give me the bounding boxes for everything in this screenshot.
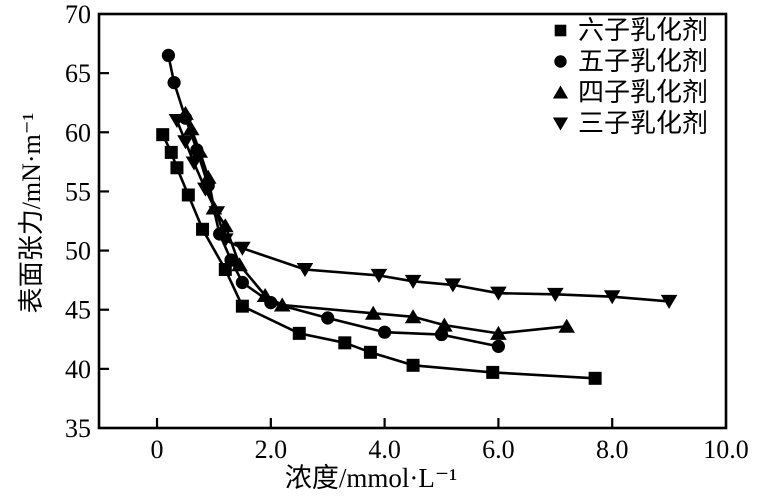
data-point-triangle-down xyxy=(208,206,226,221)
data-point-triangle-down xyxy=(177,135,194,150)
data-point-triangle-down xyxy=(296,262,314,277)
y-tick-label: 60 xyxy=(65,118,91,147)
data-point-triangle-up xyxy=(231,257,248,272)
legend-item-series-3: 四子乳化剂 xyxy=(551,77,708,108)
y-tick-label: 45 xyxy=(65,296,91,325)
triangle-down-marker-icon xyxy=(552,117,569,131)
data-point-triangle-up xyxy=(191,143,209,158)
legend-label: 三子乳化剂 xyxy=(578,109,709,138)
x-tick-label: 0 xyxy=(151,435,164,464)
series-line-triangle-down xyxy=(175,120,670,303)
x-tick-label: 2.0 xyxy=(255,435,288,464)
series-line-circle xyxy=(167,55,499,348)
data-point-triangle-down xyxy=(404,274,422,289)
y-tick-label: 40 xyxy=(65,355,91,384)
data-point-triangle-up xyxy=(256,288,274,303)
x-tick-label: 10.0 xyxy=(703,435,749,464)
x-tick-label: 8.0 xyxy=(596,435,629,464)
data-point-circle xyxy=(321,311,335,325)
data-point-circle xyxy=(161,48,176,63)
data-point-square xyxy=(218,262,232,276)
data-point-triangle-up xyxy=(404,309,422,324)
data-point-triangle-down xyxy=(197,182,214,197)
data-point-triangle-up xyxy=(199,169,217,184)
plot-border xyxy=(97,12,728,430)
data-point-triangle-down xyxy=(234,241,251,256)
data-point-triangle-up xyxy=(436,317,453,332)
data-point-square xyxy=(406,358,420,372)
y-tick-label: 65 xyxy=(65,59,91,88)
data-point-triangle-down xyxy=(660,294,678,309)
data-point-circle xyxy=(224,253,238,267)
data-point-circle xyxy=(491,339,506,353)
x-axis-title: 浓度/mmol·L⁻¹ xyxy=(284,463,458,493)
legend: 六子乳化剂 五子乳化剂 四子乳化剂 三子乳化剂 xyxy=(551,15,708,139)
data-point-square xyxy=(196,222,210,236)
data-point-square xyxy=(235,299,249,313)
data-point-circle xyxy=(235,275,249,290)
data-point-square xyxy=(363,345,377,359)
data-point-triangle-up xyxy=(364,305,382,320)
y-tick-label: 70 xyxy=(65,0,91,29)
data-point-square xyxy=(292,326,306,340)
data-point-square xyxy=(170,161,184,175)
data-point-square xyxy=(338,336,352,350)
data-point-square xyxy=(486,365,500,379)
triangle-up-marker-icon xyxy=(552,85,569,99)
data-point-triangle-down xyxy=(547,287,564,302)
legend-label: 六子乳化剂 xyxy=(578,16,709,45)
data-point-square xyxy=(156,128,170,142)
legend-label: 五子乳化剂 xyxy=(578,47,709,76)
data-point-triangle-up xyxy=(182,121,200,136)
y-axis-title: 表面张力/mN·m⁻¹ xyxy=(17,112,46,314)
data-point-triangle-down xyxy=(444,278,462,293)
data-point-triangle-down xyxy=(490,286,507,301)
legend-item-series-2: 五子乳化剂 xyxy=(551,46,708,77)
x-tick-label: 6.0 xyxy=(482,435,515,464)
data-point-triangle-down xyxy=(185,156,203,171)
legend-item-series-1: 六子乳化剂 xyxy=(551,15,708,46)
data-point-circle xyxy=(167,76,181,90)
data-point-triangle-down xyxy=(603,290,621,305)
y-tick-label: 55 xyxy=(65,177,91,206)
circle-marker-icon xyxy=(554,55,567,68)
y-tick-label: 50 xyxy=(65,237,91,266)
data-point-triangle-up xyxy=(558,318,575,333)
legend-label: 四子乳化剂 xyxy=(578,78,709,107)
data-point-triangle-down xyxy=(217,233,234,248)
data-point-triangle-down xyxy=(168,113,186,128)
y-tick-label: 35 xyxy=(65,414,91,443)
data-point-triangle-up xyxy=(490,325,507,340)
x-tick-label: 4.0 xyxy=(368,435,401,464)
data-point-square xyxy=(181,188,195,202)
data-point-triangle-down xyxy=(370,268,388,283)
square-marker-icon xyxy=(554,24,567,37)
legend-item-series-4: 三子乳化剂 xyxy=(551,108,708,139)
data-point-square xyxy=(588,371,602,385)
data-point-square xyxy=(164,145,178,159)
data-point-circle xyxy=(378,325,392,339)
data-point-triangle-up xyxy=(273,297,291,312)
